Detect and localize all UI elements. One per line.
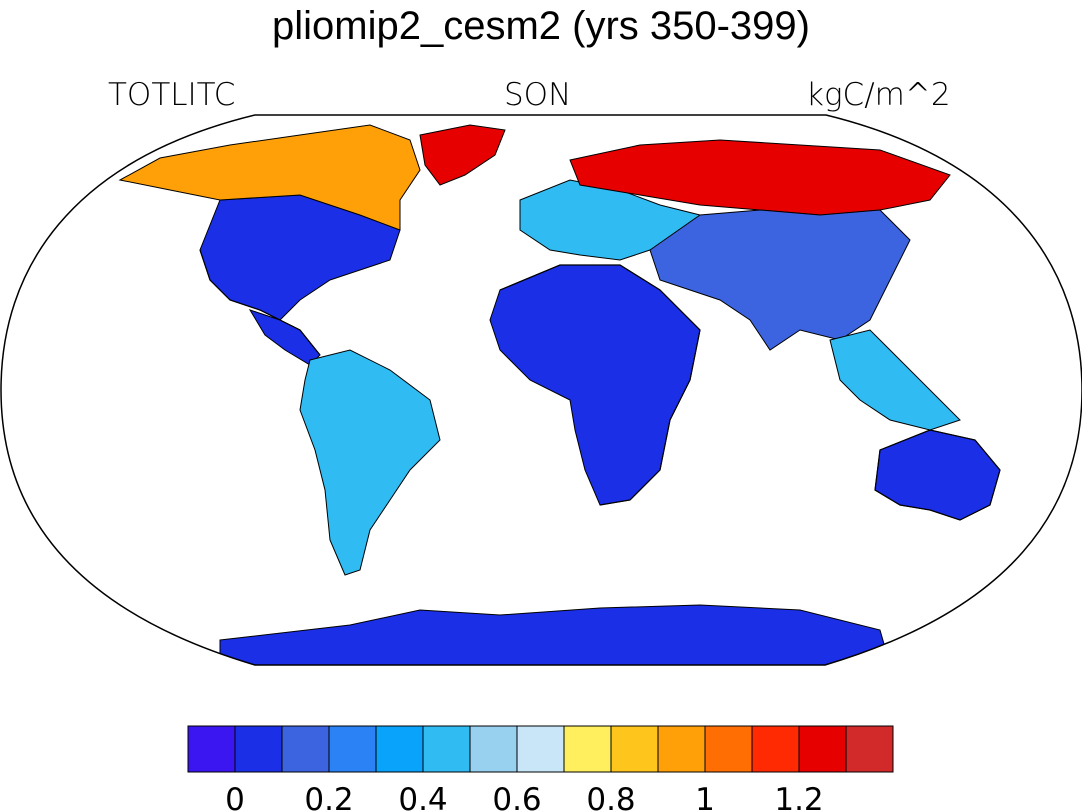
colorbar-box	[657, 725, 706, 773]
colorbar-tick-label: 1	[695, 782, 715, 812]
colorbar-tick-label: 0.2	[304, 782, 353, 812]
colorbar-tick-label: 0	[225, 782, 245, 812]
colorbar-tick-label: 0.8	[586, 782, 635, 812]
colorbar-box	[704, 725, 753, 773]
season-label: SON	[504, 77, 572, 113]
land-southeast-asia	[829, 329, 961, 431]
land-asia	[649, 209, 911, 351]
colorbar-tick-label: 1.2	[774, 782, 823, 812]
variable-label: TOTLITC	[108, 77, 236, 113]
land-greenland	[419, 124, 506, 186]
colorbar-box	[845, 725, 894, 773]
colorbar-box	[422, 725, 471, 773]
colorbar-box	[469, 725, 518, 773]
units-label: kgC/m^2	[806, 77, 951, 113]
colorbar-box	[798, 725, 847, 773]
map-boundary	[0, 114, 1082, 666]
colorbar-tick-label: 0.6	[492, 782, 541, 812]
colorbar-box	[610, 725, 659, 773]
colorbar-box	[187, 725, 236, 773]
land-south-america	[299, 349, 441, 576]
colorbar-tick-label: 0.4	[398, 782, 447, 812]
land-antarctica	[219, 604, 891, 665]
colorbar-box	[375, 725, 424, 773]
colorbar-box	[563, 725, 612, 773]
colorbar-box	[281, 725, 330, 773]
land-north-america-north	[118, 124, 421, 231]
colorbar-box	[234, 725, 283, 773]
colorbar-box	[751, 725, 800, 773]
colorbar-box	[328, 725, 377, 773]
land-siberia	[569, 139, 951, 216]
map-title: pliomip2_cesm2 (yrs 350-399)	[271, 4, 810, 48]
colorbar-box	[516, 725, 565, 773]
